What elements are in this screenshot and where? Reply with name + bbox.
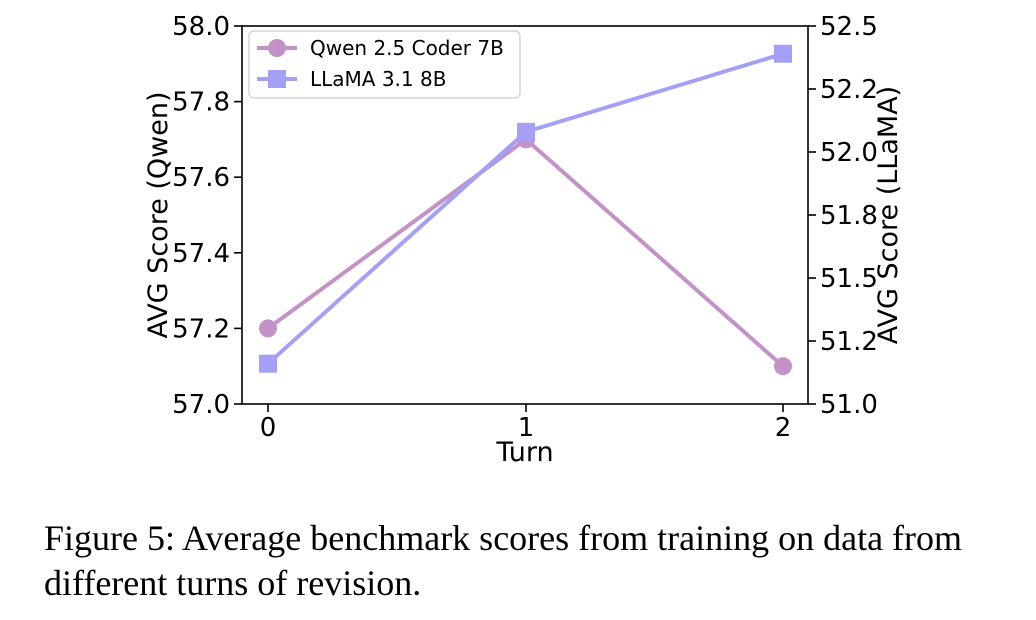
right-axis-title: AVG Score (LLaMA) (873, 86, 904, 344)
left-tick-label: 57.6 (172, 163, 230, 193)
data-point-0 (774, 357, 792, 376)
right-tick-label: 51.0 (820, 390, 878, 420)
data-point-0 (259, 319, 277, 338)
left-axis-ticks: 57.0 57.2 57.4 57.6 57.8 58.0 (172, 12, 242, 420)
data-point-1 (517, 122, 535, 141)
legend-label-llama: LLaMA 3.1 8B (310, 67, 446, 91)
legend: Qwen 2.5 Coder 7B LLaMA 3.1 8B (248, 30, 521, 99)
right-tick-label: 51.2 (820, 327, 878, 357)
right-tick-label: 52.0 (820, 138, 878, 168)
legend-marker-qwen (268, 39, 286, 57)
plot-frame (241, 25, 809, 405)
left-tick-label: 57.2 (172, 314, 230, 344)
x-tick-label: 2 (775, 413, 792, 443)
series-line-1 (266, 51, 784, 366)
x-tick-label: 1 (518, 413, 535, 443)
x-axis-ticks: 0 1 2 (260, 404, 792, 443)
legend-label-qwen: Qwen 2.5 Coder 7B (310, 36, 504, 60)
left-axis-title: AVG Score (Qwen) (143, 91, 174, 338)
right-tick-label: 52.2 (820, 75, 878, 105)
series-line-0 (266, 137, 785, 368)
left-tick-label: 57.8 (172, 88, 230, 118)
left-tick-label: 57.0 (172, 390, 230, 420)
right-tick-label: 52.5 (820, 12, 878, 42)
right-axis-ticks: 51.0 51.2 51.5 51.8 52.0 52.2 52.5 (808, 12, 878, 420)
data-point-1 (259, 354, 277, 373)
legend-frame (248, 30, 521, 99)
left-tick-label: 58.0 (172, 12, 230, 42)
figure-caption: Figure 5: Average benchmark scores from … (44, 518, 963, 603)
data-point-1 (774, 44, 792, 63)
x-axis-title: Turn (495, 437, 553, 468)
line-chart: 57.057.257.457.657.858.0 51.051.251.551.… (143, 12, 904, 468)
x-tick-label: 0 (260, 413, 277, 443)
legend-marker-llama (268, 70, 286, 88)
series-layer (259, 44, 792, 376)
right-tick-label: 51.5 (820, 264, 878, 294)
left-tick-label: 57.4 (172, 239, 230, 269)
right-tick-label: 51.8 (820, 201, 878, 231)
